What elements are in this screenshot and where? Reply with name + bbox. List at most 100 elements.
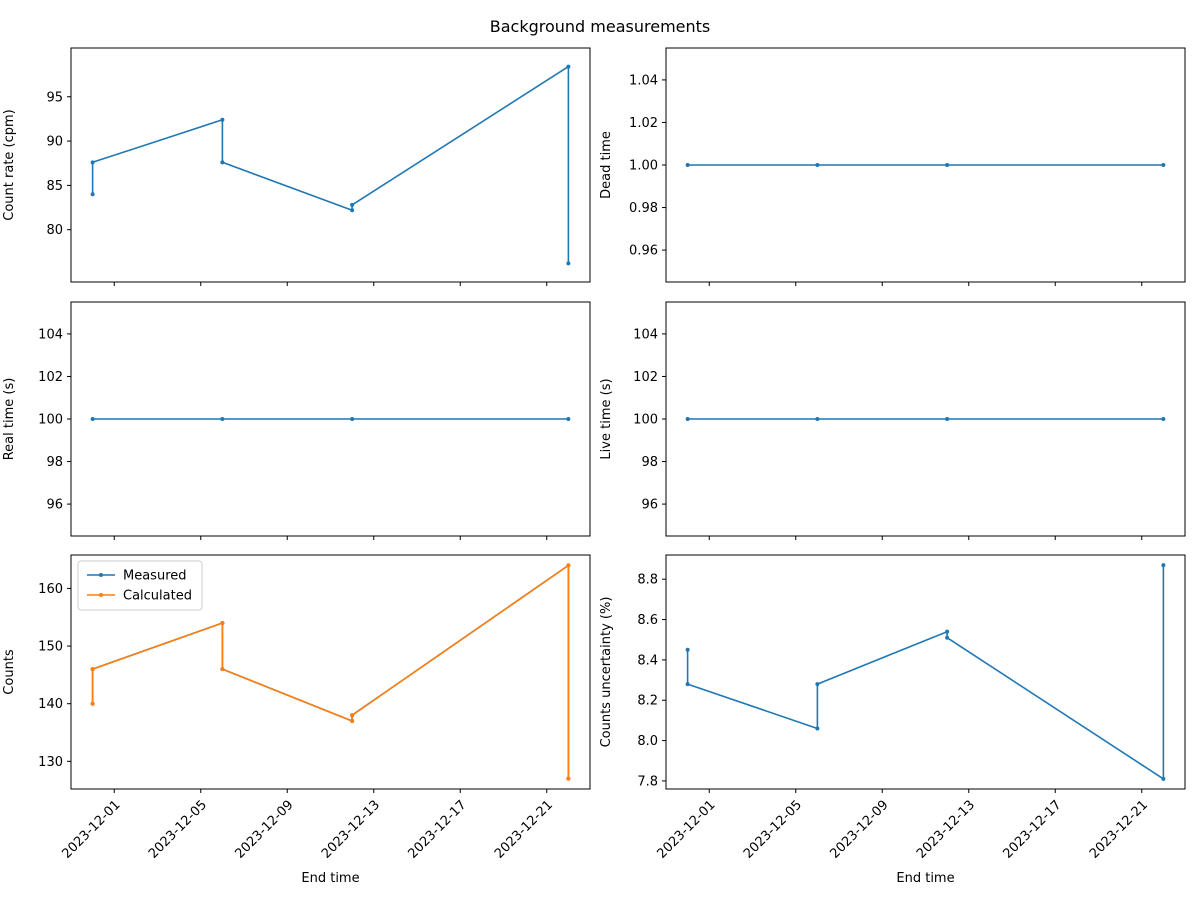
subplot-counts_uncertainty: 7.8 8.0 8.2 8.4 8.6 8.8 2023-12-01 2023-12-05 20… xyxy=(599,554,1186,886)
x-tick-label: 2023-12-01 xyxy=(654,798,718,862)
subplot-dead_time: 0.96 0.98 1.00 1.02 1.04 Dead time xyxy=(599,47,1186,286)
y-tick-label: 102 xyxy=(38,370,63,385)
y-tick-label: 102 xyxy=(633,370,658,385)
y-tick-label: 1.02 xyxy=(629,116,658,131)
y-tick-label: 8.8 xyxy=(637,573,658,588)
y-tick-label: 98 xyxy=(641,455,658,470)
figure-title: Background measurements xyxy=(490,17,711,36)
data-point xyxy=(1161,417,1166,421)
data-point xyxy=(945,635,950,640)
y-tick-label: 1.04 xyxy=(629,73,658,88)
data-point xyxy=(815,417,820,421)
x-axis-label: End time xyxy=(301,871,359,886)
data-point xyxy=(220,160,225,165)
data-point xyxy=(90,701,95,706)
data-point xyxy=(220,417,225,421)
legend-marker xyxy=(99,573,103,577)
plot-frame xyxy=(70,47,591,283)
y-tick-label: 96 xyxy=(46,498,63,513)
x-tick-label: 2023-12-17 xyxy=(405,798,469,862)
data-point xyxy=(1161,163,1166,167)
y-axis-label: Live time (s) xyxy=(599,378,614,459)
y-tick-label: 98 xyxy=(46,455,63,470)
data-point xyxy=(350,202,355,207)
data-point xyxy=(685,417,690,421)
x-tick-label: 2023-12-17 xyxy=(1000,798,1064,862)
data-point xyxy=(566,64,571,69)
data-point xyxy=(90,417,95,421)
y-tick-label: 100 xyxy=(633,413,658,428)
y-tick-label: 8.4 xyxy=(637,653,658,668)
y-tick-label: 0.96 xyxy=(629,244,658,259)
data-point xyxy=(350,713,355,718)
data-point xyxy=(1161,776,1166,781)
y-tick-label: 150 xyxy=(38,640,63,655)
y-axis-label: Counts uncertainty (%) xyxy=(599,597,614,748)
y-tick-label: 1.00 xyxy=(629,159,658,174)
data-point xyxy=(685,647,690,652)
data-point xyxy=(1161,563,1166,568)
x-tick-label: 2023-12-09 xyxy=(232,798,296,862)
x-tick-label: 2023-12-21 xyxy=(1087,798,1151,862)
subplot-counts: 130 140 150 160 2023-12-01 2023-12-05 2023-12-… xyxy=(2,554,591,886)
data-point xyxy=(350,417,355,421)
data-point xyxy=(945,629,950,634)
data-point xyxy=(350,208,355,213)
plot-frame xyxy=(665,554,1186,790)
x-tick-label: 2023-12-01 xyxy=(59,798,123,862)
x-axis-label: End time xyxy=(896,871,954,886)
subplot-real_time: 96 98 100 102 104 Real time (s) xyxy=(2,301,591,540)
y-tick-label: 85 xyxy=(46,179,63,194)
y-axis-label: Real time (s) xyxy=(2,378,17,461)
y-tick-label: 7.8 xyxy=(637,774,658,789)
legend-label: Calculated xyxy=(123,589,192,604)
y-tick-label: 8.2 xyxy=(637,694,658,709)
y-axis-label: Count rate (cpm) xyxy=(2,109,17,220)
data-point xyxy=(566,417,571,421)
y-tick-label: 104 xyxy=(633,327,658,342)
data-point xyxy=(815,726,820,731)
y-tick-label: 80 xyxy=(46,223,63,238)
data-point xyxy=(566,776,571,781)
y-tick-label: 104 xyxy=(38,327,63,342)
x-tick-label: 2023-12-13 xyxy=(319,798,383,862)
data-point xyxy=(945,163,950,167)
data-point xyxy=(566,563,571,568)
data-point xyxy=(90,160,95,165)
data-point xyxy=(815,163,820,167)
y-tick-label: 8.0 xyxy=(637,734,658,749)
legend-label: Measured xyxy=(123,569,187,584)
y-tick-label: 0.98 xyxy=(629,201,658,216)
x-tick-label: 2023-12-05 xyxy=(146,798,210,862)
y-axis-label: Counts xyxy=(2,649,17,695)
y-tick-label: 8.6 xyxy=(637,613,658,628)
x-tick-label: 2023-12-05 xyxy=(741,798,805,862)
series-line-calculated xyxy=(91,564,570,779)
series-line-main xyxy=(686,565,1165,780)
data-point xyxy=(566,261,571,266)
data-point xyxy=(220,621,225,626)
x-tick-label: 2023-12-09 xyxy=(827,798,891,862)
data-point xyxy=(220,667,225,672)
data-point xyxy=(685,163,690,167)
series-line-main xyxy=(91,65,570,264)
data-point xyxy=(220,117,225,122)
y-tick-label: 140 xyxy=(38,697,63,712)
data-point xyxy=(350,718,355,723)
y-tick-label: 160 xyxy=(38,582,63,597)
y-tick-label: 130 xyxy=(38,755,63,770)
subplot-count_rate: 80 85 90 95 Count rate (cpm) xyxy=(2,47,591,286)
data-point xyxy=(90,667,95,672)
data-point xyxy=(815,682,820,687)
data-point xyxy=(945,417,950,421)
subplots: 80 85 90 95 Count rate (cpm) 0.96 0.98 1.00 1.02… xyxy=(2,47,1186,886)
y-axis-label: Dead time xyxy=(599,131,614,199)
subplot-live_time: 96 98 100 102 104 Live time (s) xyxy=(599,301,1186,540)
data-point xyxy=(685,682,690,687)
y-tick-label: 95 xyxy=(46,90,63,105)
y-tick-label: 90 xyxy=(46,135,63,150)
data-point xyxy=(90,192,95,197)
x-tick-label: 2023-12-13 xyxy=(914,798,978,862)
y-tick-label: 100 xyxy=(38,413,63,428)
